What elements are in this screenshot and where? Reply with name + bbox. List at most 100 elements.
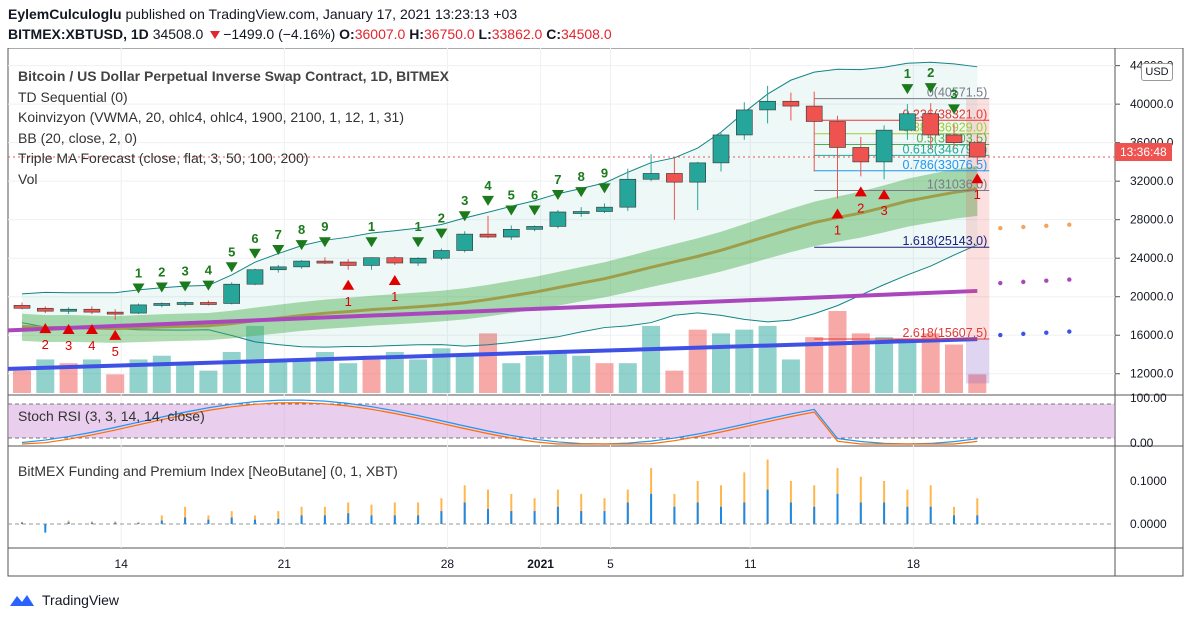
td-sell-count: 7: [275, 227, 282, 242]
chart-canvas[interactable]: 12000.0 16000.0 20000.0 24000.0 28000.0 32000…: [0, 48, 1200, 578]
volume-bar: [712, 333, 730, 393]
candle-body: [200, 302, 217, 305]
candle-body: [83, 308, 101, 313]
fib-level-label: 0(40571.5): [927, 86, 987, 100]
candle-body: [409, 257, 427, 264]
fib-level-label: 0.786(33076.5): [903, 158, 988, 172]
td-sell-count: 1: [904, 66, 911, 81]
bollinger-upper: [21, 61, 978, 295]
td-sell-count: 7: [554, 172, 561, 187]
author-name: EylemCulculoglu: [8, 6, 122, 22]
td-buy-count: 2: [42, 337, 49, 352]
price-tick-label: 40000.0: [1130, 97, 1174, 111]
td-sell-marker: [598, 183, 611, 194]
bollinger-label[interactable]: BB (20, close, 2, 0): [18, 129, 138, 146]
chart-frame: [7, 48, 1184, 577]
candle-body: [363, 257, 380, 266]
td-sell-count: 5: [508, 187, 515, 202]
countdown-tag: 13:36:48: [1115, 143, 1172, 161]
tradingview-logo-icon: [10, 595, 34, 606]
stoch-rsi-label[interactable]: Stoch RSI (3, 3, 14, 14, close): [18, 408, 205, 424]
funding-label[interactable]: BitMEX Funding and Premium Index [NeoBut…: [18, 463, 398, 479]
volume-bar: [851, 333, 870, 393]
last-price: 34508.0: [152, 26, 204, 42]
td-sell-count: 3: [950, 86, 957, 101]
volume-bar: [781, 359, 800, 393]
volume-bar: [269, 359, 288, 393]
td-buy-marker: [342, 279, 355, 290]
candle-body: [526, 226, 543, 230]
td-sell-count: 2: [158, 264, 165, 279]
ma-200-line: [7, 337, 978, 371]
currency-badge[interactable]: USD: [1141, 63, 1173, 81]
td-buy-marker: [39, 323, 52, 334]
published-text: published on TradingView.com, January 17…: [125, 6, 518, 22]
volume-bar: [455, 355, 474, 393]
candle-body: [945, 134, 963, 143]
td-sell-marker: [272, 244, 285, 255]
volume-label[interactable]: Vol: [18, 170, 38, 187]
td-sell-marker: [365, 237, 378, 248]
td-sell-marker: [249, 248, 261, 259]
volume-bar: [572, 355, 591, 393]
ma-forecast-dot: [1067, 329, 1072, 334]
low-value: 33862.0: [491, 26, 543, 42]
ma-forecast-dot: [1021, 331, 1026, 337]
td-sell-marker: [318, 237, 331, 248]
close-value: 34508.0: [561, 26, 612, 42]
candle-body: [899, 113, 916, 131]
td-sell-marker: [505, 205, 518, 216]
stoch-d-line: [21, 402, 978, 445]
candle-body: [456, 233, 474, 251]
td-sell-marker: [482, 195, 494, 206]
fib-zone-upper: [966, 98, 990, 340]
fib-level-label: 0.618(34679.5): [903, 142, 988, 156]
ma-forecast-dot: [998, 225, 1003, 231]
high-label: H:: [409, 26, 425, 42]
td-buy-marker: [109, 329, 122, 340]
time-tick-label: 5: [607, 557, 614, 571]
candle-body: [875, 129, 893, 163]
funding-tick-label: 0.0000: [1130, 517, 1167, 531]
close-label: C:: [546, 26, 562, 42]
candle-body: [642, 173, 660, 180]
volume-bar: [432, 348, 451, 393]
candle-body: [153, 303, 171, 306]
time-tick-label: 21: [278, 557, 292, 571]
triple-ma-label[interactable]: Triple MA Forecast (close, flat, 3, 50, …: [18, 150, 309, 166]
candle-body: [293, 260, 310, 268]
volume-bar: [735, 329, 754, 393]
td-sell-count: 2: [438, 211, 445, 226]
koinvizyon-label[interactable]: Koinvizyon (VWMA, 20, ohlc4, ohlc4, 1900…: [18, 109, 404, 125]
ma-forecast-dot: [1067, 222, 1072, 227]
time-tick-label: 18: [907, 557, 921, 571]
td-sell-marker: [528, 205, 541, 216]
td-sell-count: 1: [414, 219, 421, 234]
td-sell-marker: [412, 237, 425, 248]
volume-bar: [805, 337, 824, 393]
candle-body: [712, 134, 730, 164]
fib-level-label: 1.618(25143.0): [903, 234, 988, 248]
candle-body: [829, 121, 846, 148]
price-tick-label: 24000.0: [1130, 251, 1174, 265]
volume-bar: [595, 363, 614, 393]
td-sell-count: 6: [531, 187, 538, 202]
candle-body: [479, 233, 497, 238]
td-sell-count: 1: [135, 265, 142, 280]
td-buy-count: 1: [834, 223, 841, 238]
stoch-k-line: [21, 399, 978, 445]
volume-bar: [129, 359, 148, 393]
td-sell-marker: [458, 211, 471, 222]
td-sell-marker: [435, 228, 448, 239]
volume-bar: [176, 363, 195, 393]
volume-bar: [502, 363, 521, 393]
stoch-tick-label: 100.00: [1130, 391, 1167, 405]
td-sell-marker: [132, 283, 145, 294]
volume-bar: [968, 374, 987, 393]
td-sequential-label[interactable]: TD Sequential (0): [18, 88, 128, 105]
ma-100-line: [7, 288, 978, 333]
ma-forecast-dot: [1021, 279, 1026, 285]
tradingview-brand[interactable]: TradingView: [8, 592, 119, 608]
td-sell-marker: [924, 83, 937, 94]
candle-body: [106, 311, 124, 315]
